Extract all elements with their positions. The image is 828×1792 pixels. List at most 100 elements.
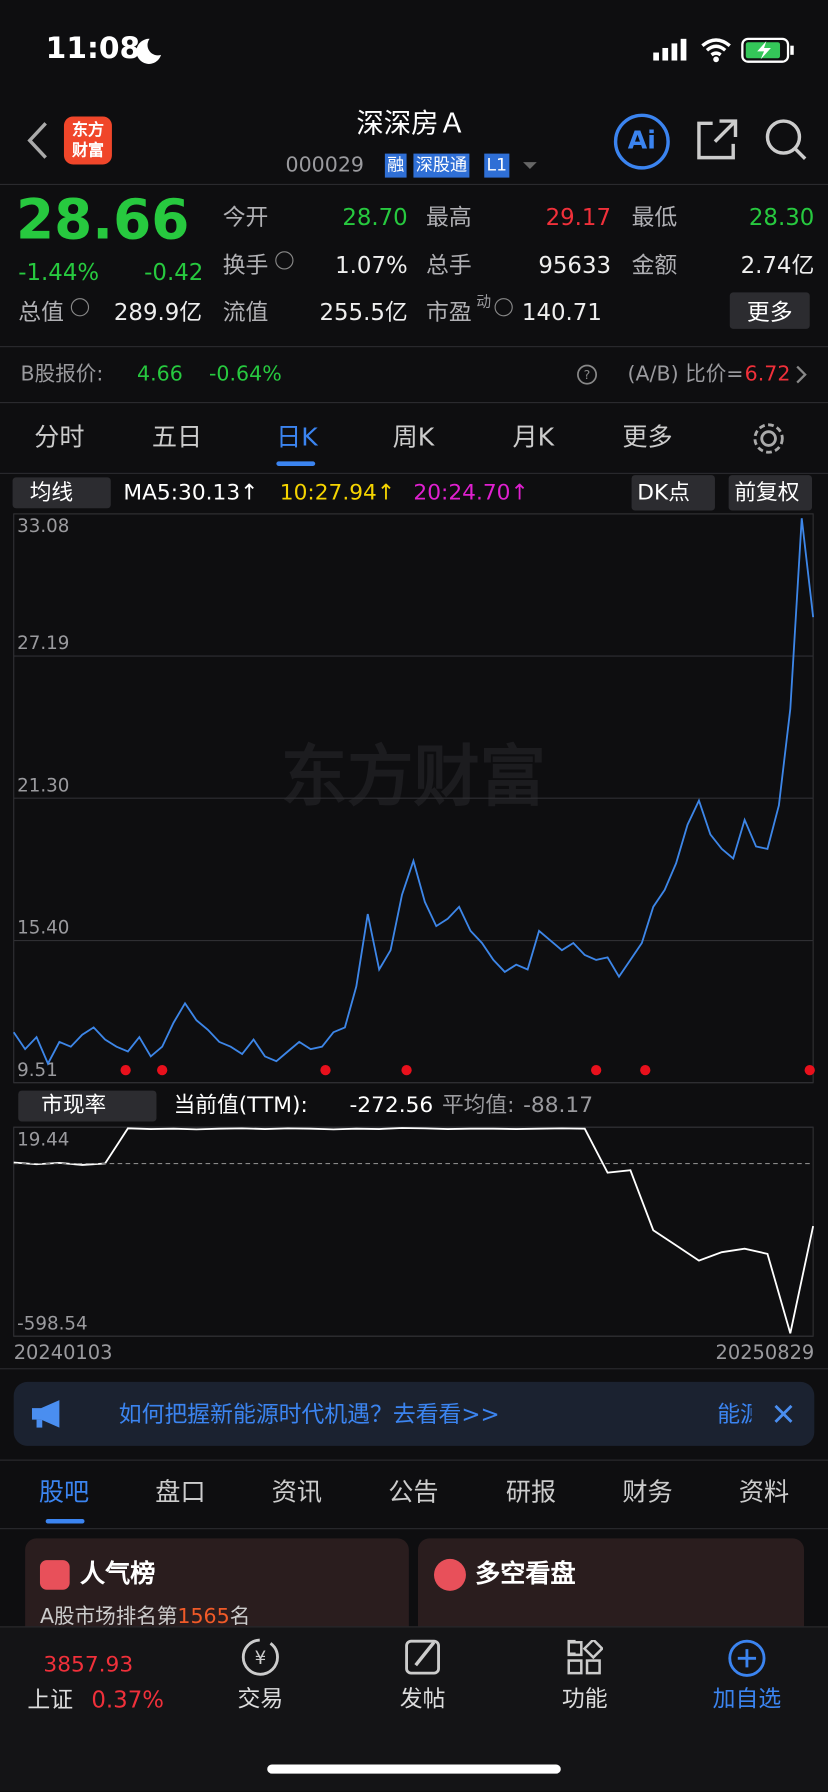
megaphone-icon xyxy=(31,1400,60,1428)
nav-item[interactable]: 加自选 xyxy=(712,1684,782,1712)
search-button[interactable] xyxy=(763,116,809,162)
content-tab[interactable]: 股吧 xyxy=(38,1478,90,1508)
nav-item[interactable]: 发帖 xyxy=(399,1684,446,1712)
indicator-selector-label[interactable]: 市现率 xyxy=(41,1092,107,1118)
field-value: 140.71 xyxy=(521,298,602,326)
period-tab[interactable]: 月K xyxy=(512,423,555,453)
x-label: 20240103 xyxy=(14,1341,113,1364)
ma5: MA5:30.13↑ xyxy=(123,480,259,506)
info-icon[interactable] xyxy=(275,251,294,270)
period-tab[interactable]: 五日 xyxy=(151,423,203,453)
popularity-card[interactable] xyxy=(25,1538,409,1642)
close-button[interactable] xyxy=(772,1402,795,1425)
index-name[interactable]: 上证 xyxy=(27,1685,74,1714)
b-share-change: -0.64% xyxy=(208,362,282,387)
rank-prefix: A股市场排名第 xyxy=(39,1604,178,1629)
content-tab[interactable]: 资讯 xyxy=(271,1478,323,1508)
ma10: 10:27.94↑ xyxy=(279,480,396,506)
content-tab[interactable]: 财务 xyxy=(622,1478,673,1508)
add-watchlist-icon xyxy=(728,1639,766,1677)
settings-button[interactable] xyxy=(751,421,785,455)
more-button-label[interactable]: 更多 xyxy=(746,298,793,326)
indicator-selector[interactable] xyxy=(18,1090,157,1122)
back-button[interactable] xyxy=(23,120,57,161)
period-tab[interactable]: 周K xyxy=(392,423,435,453)
field-value: 29.17 xyxy=(545,203,612,231)
banner-marquee: 能源 xyxy=(717,1402,751,1426)
content-tab[interactable]: 资料 xyxy=(738,1478,790,1508)
content-tab[interactable]: 盘口 xyxy=(155,1478,206,1508)
status-time: 11:08 xyxy=(45,31,141,67)
y-tick-label: 33.08 xyxy=(17,516,69,537)
home-indicator xyxy=(267,1764,561,1774)
dk-button-label[interactable]: DK点 xyxy=(637,480,690,506)
adjust-button-label[interactable]: 前复权 xyxy=(734,480,800,506)
ma-selector[interactable] xyxy=(12,477,111,509)
nav-item[interactable]: 交易 xyxy=(237,1684,284,1712)
dk-button[interactable] xyxy=(631,475,715,511)
change: -0.42 xyxy=(144,258,204,286)
tag: 融 xyxy=(384,153,407,178)
banner-text[interactable]: 如何把握新能源时代机遇？去看看>> xyxy=(118,1400,500,1428)
card-icon xyxy=(433,1558,466,1591)
ab-ratio: 6.72 xyxy=(744,362,791,387)
y-tick-label: 21.30 xyxy=(17,775,69,796)
ab-ratio-label: (A/B) 比价= xyxy=(627,362,744,387)
ai-button[interactable]: Ai xyxy=(627,126,656,156)
series-line xyxy=(12,518,815,1066)
y-tick-label: 15.40 xyxy=(17,918,69,939)
field-label-sup: 动 xyxy=(476,294,492,312)
y-tick-label: 9.51 xyxy=(17,1060,58,1081)
field-label: 市盈 xyxy=(425,298,472,326)
divider xyxy=(0,183,828,186)
ad-banner[interactable] xyxy=(13,1381,815,1446)
content-tab[interactable]: 研报 xyxy=(505,1478,557,1508)
divider xyxy=(0,1528,828,1530)
ai-button-ring[interactable] xyxy=(612,112,671,171)
status-icons xyxy=(653,37,794,63)
divider xyxy=(0,1459,828,1461)
period-tab[interactable]: 更多 xyxy=(622,423,673,453)
y-tick-label: -598.54 xyxy=(17,1313,88,1334)
ma-selector-label[interactable]: 均线 xyxy=(29,480,74,506)
last-price: 28.66 xyxy=(15,188,190,253)
svg-text:¥: ¥ xyxy=(255,1648,267,1669)
watermark: 东方财富 xyxy=(281,738,546,815)
field-label: 换手 xyxy=(222,251,269,279)
average-value: -88.17 xyxy=(523,1092,594,1118)
info-icon[interactable] xyxy=(494,298,513,317)
index-value[interactable]: 3857.93 xyxy=(43,1652,134,1678)
more-button[interactable] xyxy=(729,292,810,329)
field-value: 289.9亿 xyxy=(113,298,203,326)
info-icon[interactable] xyxy=(70,298,90,317)
share-button[interactable] xyxy=(694,116,740,162)
tag: L1 xyxy=(484,153,510,178)
card-title: 多空看盘 xyxy=(475,1560,576,1589)
nav-item[interactable]: 功能 xyxy=(561,1684,608,1712)
nav-icons: ¥ xyxy=(241,1638,576,1676)
b-share-price: 4.66 xyxy=(137,362,183,387)
rank-suffix: 名 xyxy=(229,1604,251,1629)
chevron[interactable] xyxy=(794,363,810,386)
dropdown-icon[interactable] xyxy=(521,159,539,173)
period-tab[interactable]: 日K xyxy=(276,423,318,453)
rank: 1565 xyxy=(177,1604,230,1629)
index-change[interactable]: 0.37% xyxy=(91,1685,164,1714)
indicator-chart: 19.44 -598.54 20240103 20250829 xyxy=(13,1126,814,1364)
logo-text: 东方 xyxy=(71,121,104,140)
card-title: 人气榜 xyxy=(79,1560,156,1589)
sentiment-card[interactable] xyxy=(417,1538,805,1642)
field-value: 95633 xyxy=(538,251,612,279)
divider xyxy=(0,346,828,348)
signal-dots xyxy=(120,1064,815,1076)
period-tab[interactable]: 分时 xyxy=(34,423,85,453)
field-value: 255.5亿 xyxy=(319,298,408,326)
help-icon[interactable]: ? xyxy=(576,363,599,386)
adjust-button[interactable] xyxy=(728,475,813,511)
content-tab[interactable]: 公告 xyxy=(388,1478,439,1508)
field-value: 2.74亿 xyxy=(740,251,815,279)
divider xyxy=(0,472,828,474)
current-label: 当前值(TTM): xyxy=(173,1092,308,1118)
tab-indicator xyxy=(276,461,316,466)
